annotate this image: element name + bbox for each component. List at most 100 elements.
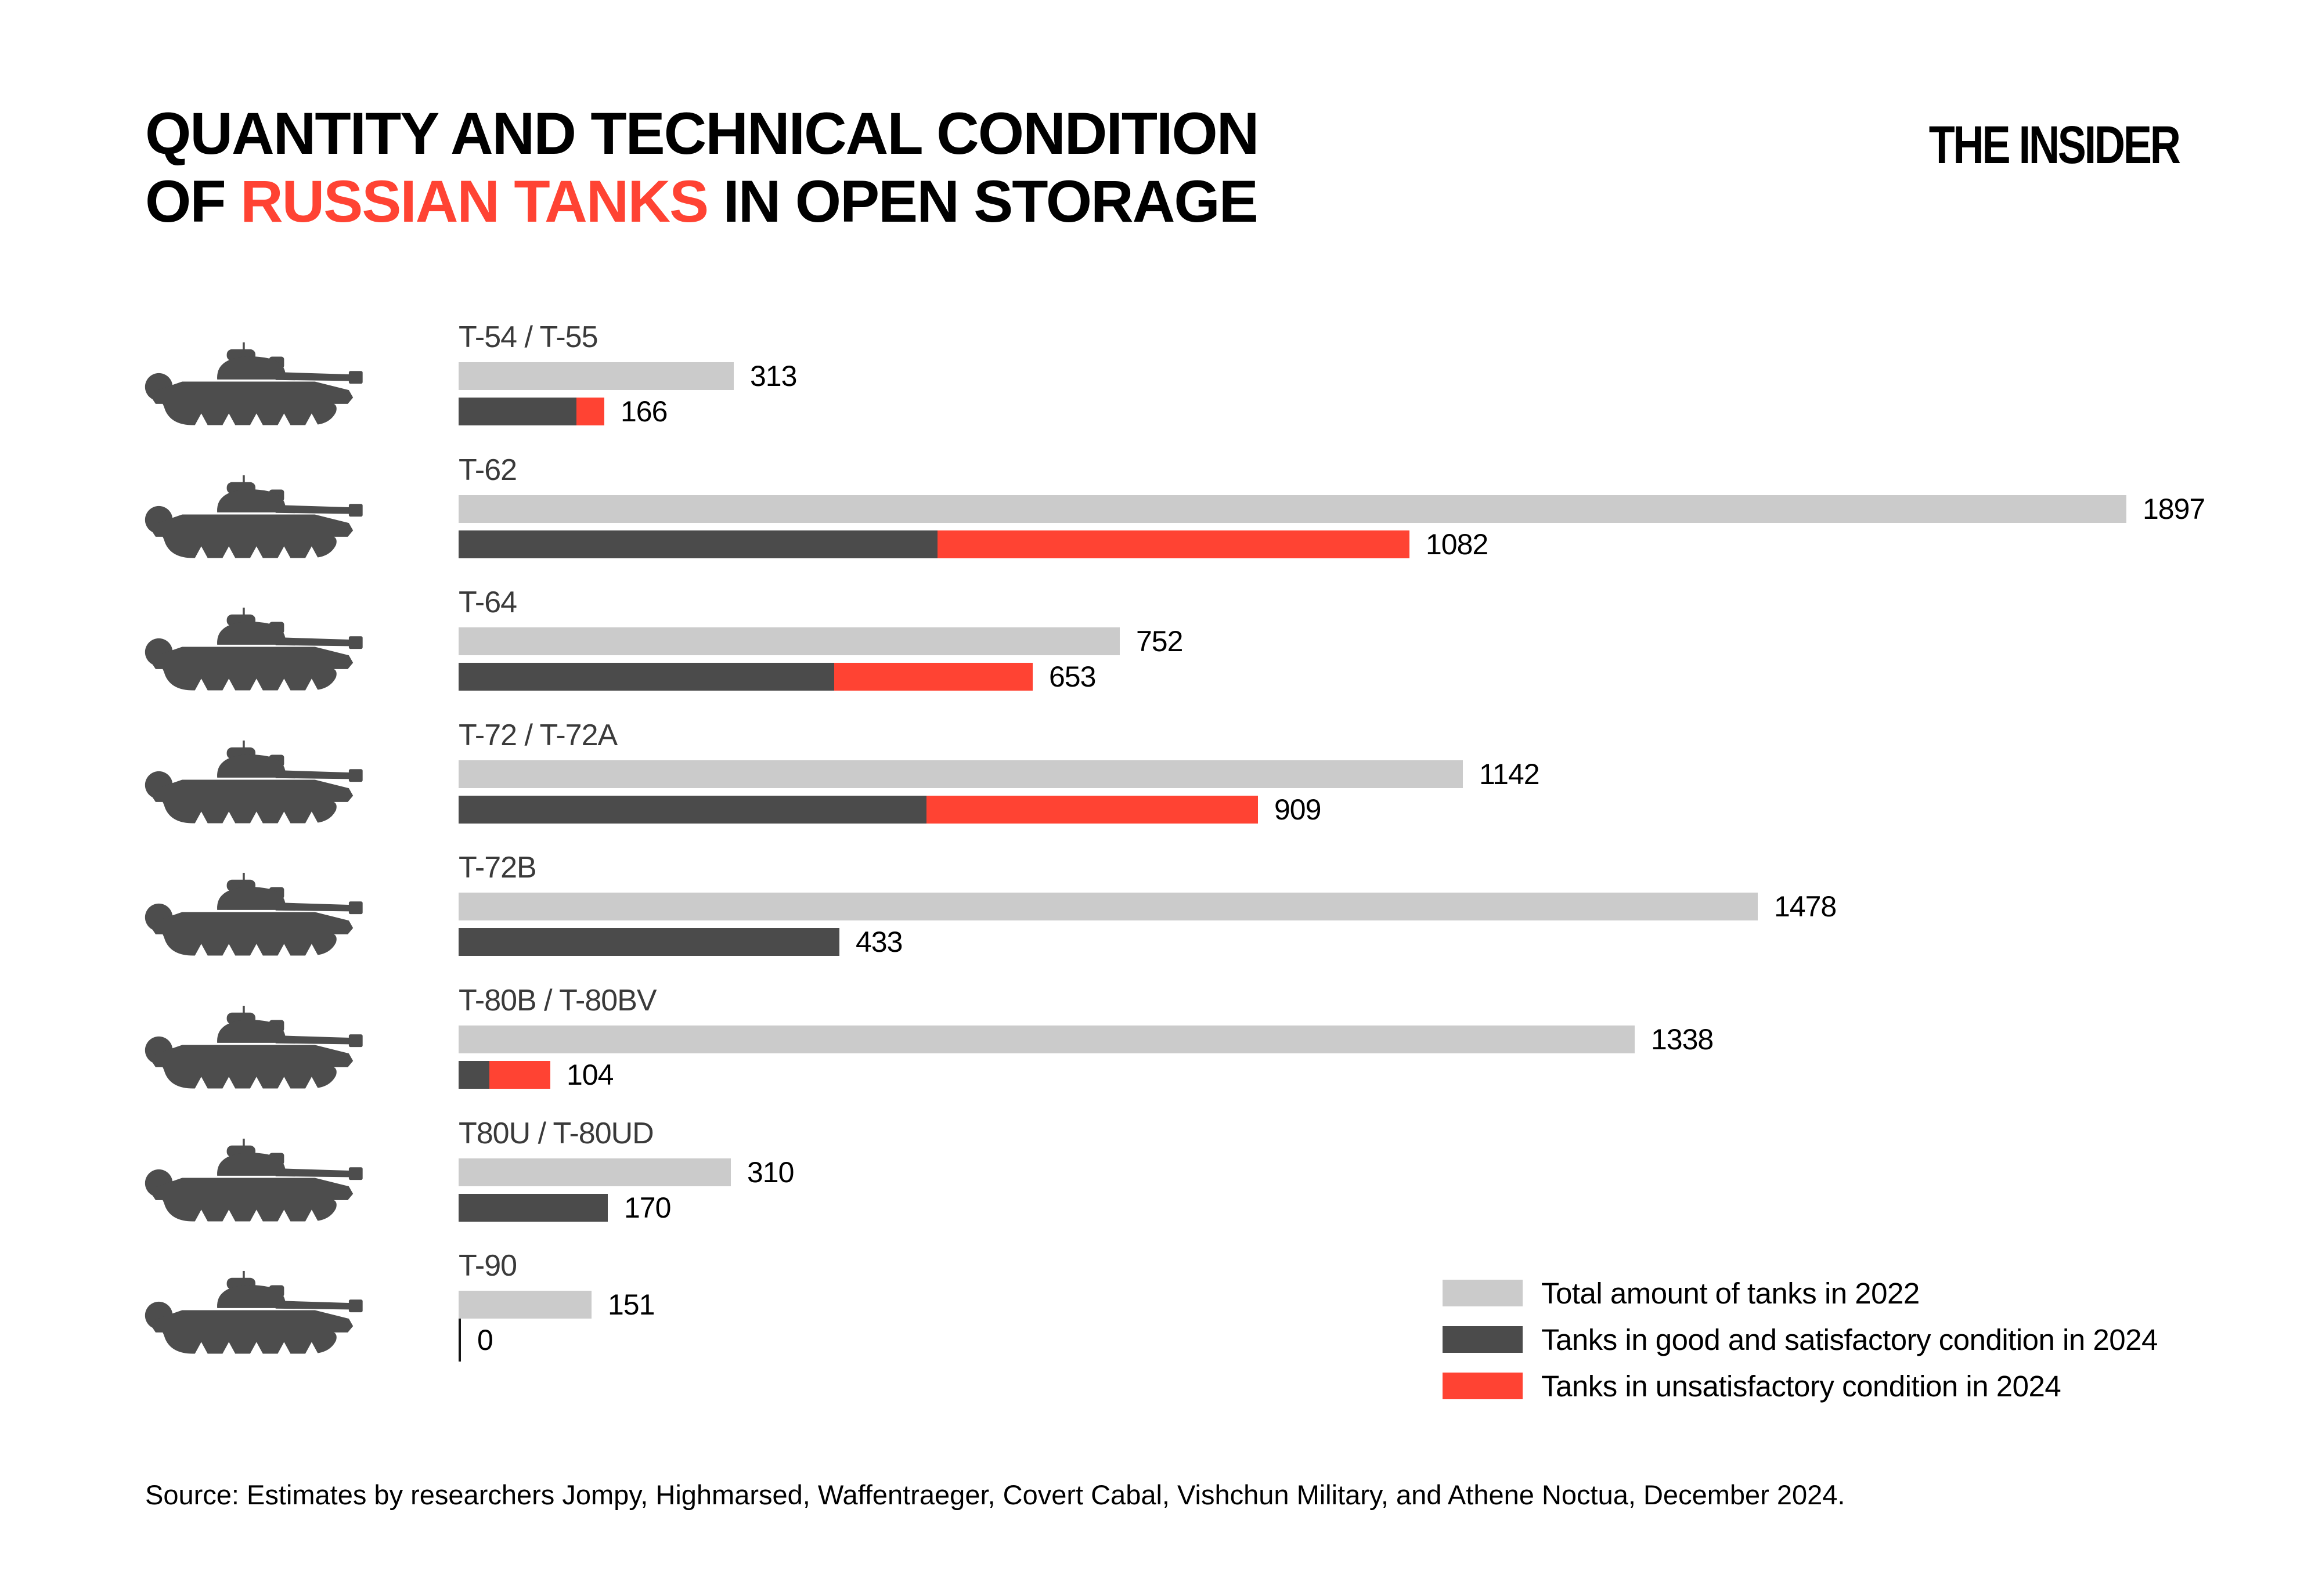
total-2022-bar: [459, 494, 2126, 523]
tank-model-label: T-90: [459, 1249, 517, 1283]
condition-value-label: 653: [1049, 660, 1096, 694]
tank-model-label: T-64: [459, 586, 517, 620]
title-line2-prefix: OF: [145, 168, 240, 234]
legend-swatch-total-2022: [1443, 1280, 1523, 1306]
total-value-label: 1142: [1479, 757, 1540, 790]
condition-2024-bar: [459, 795, 1258, 824]
row-content: T-62 1897 1082: [459, 453, 2322, 561]
tank-icon: [144, 872, 367, 958]
condition-value-label: 0: [477, 1324, 493, 1357]
total-2022-bar: [459, 627, 1120, 656]
total-value-label: 1338: [1651, 1023, 1714, 1056]
condition-2024-bar: [459, 663, 1033, 691]
good-condition-segment: [459, 795, 926, 824]
total-bar-line: 752: [459, 625, 2322, 658]
total-value-label: 1478: [1774, 890, 1837, 923]
total-value-label: 752: [1136, 625, 1183, 658]
total-bar-line: 310: [459, 1156, 2322, 1189]
row-content: T-72 / T-72A 1142 909: [459, 718, 2322, 826]
total-bar-line: 313: [459, 360, 2322, 392]
total-bar-line: 1478: [459, 890, 2322, 923]
condition-value-label: 909: [1274, 793, 1321, 826]
unsatisfactory-segment: [926, 795, 1258, 824]
condition-2024-bar: [459, 1060, 550, 1089]
condition-bar-line: 909: [459, 793, 2322, 826]
total-value-label: 310: [747, 1156, 794, 1189]
condition-2024-bar: [459, 928, 839, 956]
good-condition-segment: [459, 1060, 489, 1089]
good-condition-segment: [459, 530, 938, 558]
total-2022-bar: [459, 1025, 1635, 1053]
total-value-label: 313: [750, 360, 797, 392]
legend-item-good-2024: Tanks in good and satisfactory condition…: [1443, 1316, 2158, 1363]
row-content: T-64 752 653: [459, 586, 2322, 694]
legend-swatch-good-2024: [1443, 1326, 1523, 1353]
total-2022-bar: [459, 362, 734, 390]
total-bar-line: 151: [459, 1288, 2322, 1321]
total-bar-line: 1142: [459, 757, 2322, 790]
total-2022-bar: [459, 1291, 592, 1319]
condition-2024-bar: [459, 398, 604, 425]
total-bar-line: 1897: [459, 492, 2322, 525]
legend-item-unsatisfactory-2024: Tanks in unsatisfactory condition in 202…: [1443, 1363, 2158, 1409]
tank-icon: [144, 740, 367, 826]
tank-row: T-54 / T-55 313 166: [0, 321, 2322, 454]
row-content: T-90 151 0: [459, 1249, 2322, 1362]
row-content: T-80B / T-80BV 1338 104: [459, 983, 2322, 1091]
good-condition-segment: [459, 928, 839, 956]
total-value-label: 151: [608, 1288, 655, 1321]
condition-bar-line: 104: [459, 1059, 2322, 1091]
condition-bar-line: 0: [459, 1319, 2322, 1362]
tank-row: T-72B 1478 433: [0, 851, 2322, 984]
source-note: Source: Estimates by researchers Jompy, …: [145, 1479, 1845, 1510]
unsatisfactory-segment: [834, 663, 1033, 691]
unsatisfactory-segment: [576, 398, 604, 425]
condition-bar-line: 653: [459, 660, 2322, 694]
the-insider-logo: THE INSIDER: [1929, 115, 2181, 175]
row-content: T-72B 1478 433: [459, 851, 2322, 959]
tank-model-label: T-62: [459, 453, 517, 487]
condition-value-label: 166: [621, 395, 668, 428]
condition-bar-line: 433: [459, 926, 2322, 959]
tank-model-label: T80U / T-80UD: [459, 1116, 654, 1150]
tank-model-label: T-54 / T-55: [459, 320, 598, 354]
tank-icon: [144, 607, 367, 693]
legend-label-unsatisfactory-2024: Tanks in unsatisfactory condition in 202…: [1541, 1369, 2061, 1403]
tank-icon: [144, 342, 367, 428]
tank-row: T-64 752 653: [0, 586, 2322, 719]
condition-value-label: 433: [856, 926, 903, 959]
tank-row: T-80B / T-80BV 1338 104: [0, 984, 2322, 1117]
legend: Total amount of tanks in 2022 Tanks in g…: [1443, 1270, 2158, 1409]
condition-bar-line: 170: [459, 1191, 2322, 1224]
condition-value-label: 1082: [1426, 528, 1488, 561]
page-title: QUANTITY AND TECHNICAL CONDITION OF RUSSI…: [145, 100, 1259, 236]
title-line2-suffix: IN OPEN STORAGE: [708, 168, 1258, 234]
bar-chart: T-54 / T-55 313 166 T-62 1897: [0, 321, 2322, 1382]
unsatisfactory-segment: [938, 530, 1409, 558]
zero-tick: [459, 1319, 461, 1362]
good-condition-segment: [459, 663, 834, 691]
tank-row: T80U / T-80UD 310 170: [0, 1117, 2322, 1250]
total-bar-line: 1338: [459, 1023, 2322, 1056]
total-2022-bar: [459, 760, 1463, 788]
tank-row: T-90 151 0: [0, 1250, 2322, 1382]
tank-model-label: T-80B / T-80BV: [459, 983, 657, 1017]
unsatisfactory-segment: [489, 1060, 550, 1089]
tank-row: T-62 1897 1082: [0, 454, 2322, 587]
title-line1: QUANTITY AND TECHNICAL CONDITION: [145, 100, 1259, 167]
tank-model-label: T-72 / T-72A: [459, 718, 618, 752]
tank-icon: [144, 1138, 367, 1224]
legend-label-total-2022: Total amount of tanks in 2022: [1541, 1276, 1920, 1310]
condition-2024-bar: [459, 530, 1409, 558]
total-value-label: 1897: [2143, 492, 2205, 525]
tank-icon: [144, 1270, 367, 1356]
tank-icon: [144, 1005, 367, 1091]
legend-item-total-2022: Total amount of tanks in 2022: [1443, 1270, 2158, 1316]
legend-label-good-2024: Tanks in good and satisfactory condition…: [1541, 1323, 2158, 1356]
row-content: T80U / T-80UD 310 170: [459, 1116, 2322, 1224]
condition-value-label: 170: [624, 1191, 671, 1224]
condition-bar-line: 166: [459, 395, 2322, 428]
good-condition-segment: [459, 398, 576, 425]
good-condition-segment: [459, 1193, 608, 1222]
